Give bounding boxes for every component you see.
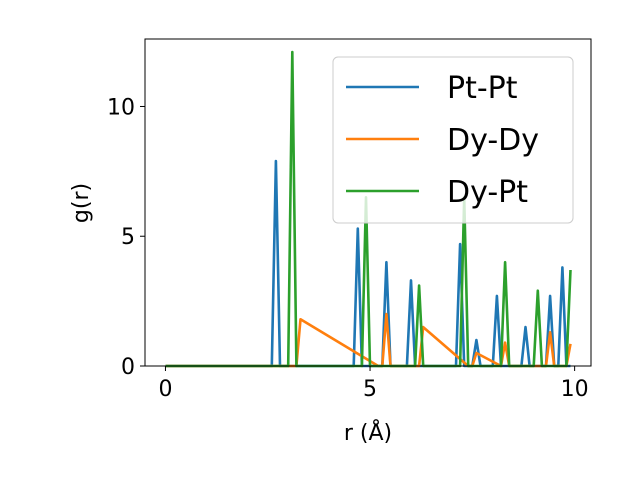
x-tick-label: 10 [561, 377, 589, 402]
legend-label: Dy-Pt [447, 175, 528, 210]
axes-frame [144, 38, 592, 367]
legend-label: Dy-Dy [447, 123, 539, 158]
y-tick-label: 10 [107, 95, 135, 120]
legend-box [332, 56, 574, 224]
legend: Pt-Pt Dy-Dy Dy-Pt [332, 56, 574, 224]
y-axis-label: g(r) [69, 183, 94, 223]
y-tick-label: 5 [121, 225, 135, 250]
x-axis-label: r (Å) [344, 419, 392, 446]
x-tick-label: 5 [363, 377, 377, 402]
y-axis: 0 5 10 [107, 95, 145, 380]
x-tick-label: 0 [158, 377, 172, 402]
legend-label: Pt-Pt [447, 71, 518, 106]
y-tick-label: 0 [121, 355, 135, 380]
x-axis: 0 5 10 [158, 366, 589, 402]
